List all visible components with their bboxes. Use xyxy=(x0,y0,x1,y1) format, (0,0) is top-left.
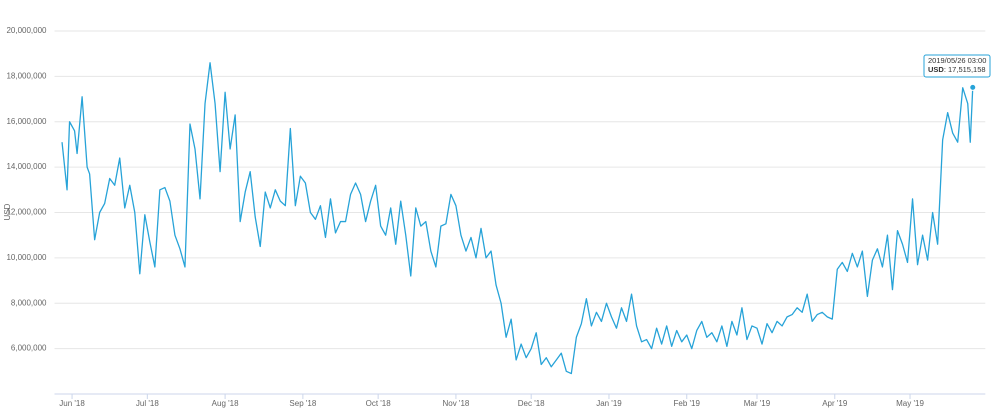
y-tick-label: 16,000,000 xyxy=(6,117,47,126)
y-tick-label: 6,000,000 xyxy=(11,344,47,353)
y-tick-label: 10,000,000 xyxy=(6,253,47,262)
x-tick-label: Mar '19 xyxy=(744,399,771,408)
x-tick-label: Sep '18 xyxy=(289,399,316,408)
y-tick-label: 12,000,000 xyxy=(6,208,47,217)
x-tick-label: Feb '19 xyxy=(674,399,701,408)
line-series xyxy=(61,62,974,375)
tooltip-text: USD: 17,515,158 xyxy=(928,65,986,74)
tooltip-value: 17,515,158 xyxy=(948,65,986,74)
x-tick-label: Dec '18 xyxy=(518,399,545,408)
y-tick-label: 20,000,000 xyxy=(6,26,47,35)
x-tick-label: Aug '18 xyxy=(212,399,239,408)
tooltip-box xyxy=(923,54,991,78)
x-tick-label: May '19 xyxy=(896,399,924,408)
tooltip-title: 2019/05/26 03:00 xyxy=(928,56,986,65)
x-tick-label: Oct '18 xyxy=(366,399,392,408)
tooltip-sep: : xyxy=(944,65,948,74)
x-tick-label: Jan '19 xyxy=(596,399,622,408)
x-tick-label: Jul '18 xyxy=(136,399,159,408)
y-tick-label: 18,000,000 xyxy=(6,71,47,80)
y-axis-label: USD xyxy=(3,203,12,220)
x-tick-label: Jun '18 xyxy=(59,399,85,408)
hover-marker xyxy=(969,83,977,91)
tooltip-series: USD xyxy=(928,65,944,74)
y-tick-label: 14,000,000 xyxy=(6,162,47,171)
x-tick-label: Nov '18 xyxy=(442,399,469,408)
x-tick-label: Apr '19 xyxy=(822,399,848,408)
y-tick-label: 8,000,000 xyxy=(11,298,47,307)
